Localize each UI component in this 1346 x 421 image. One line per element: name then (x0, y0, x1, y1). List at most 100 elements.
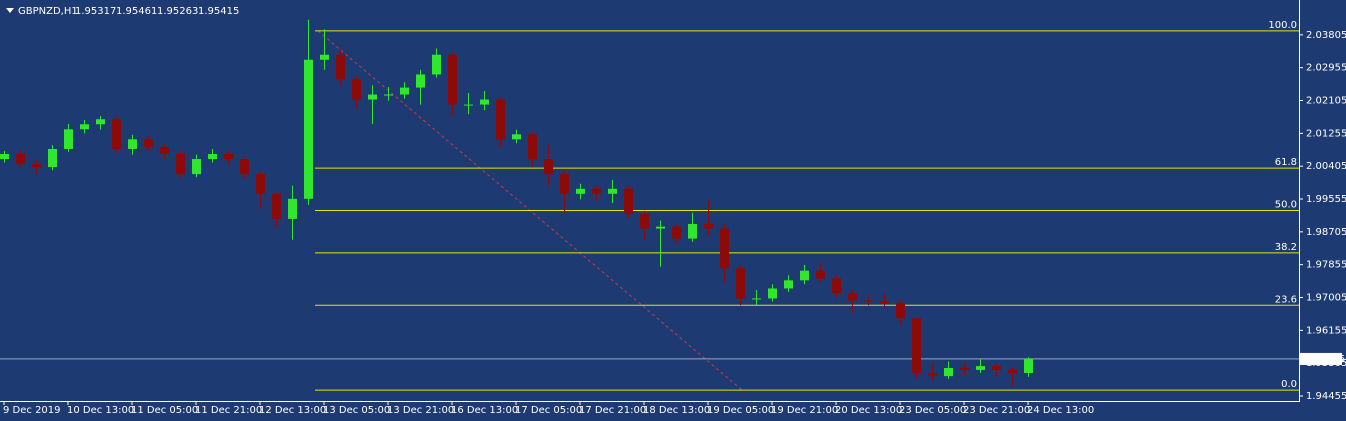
candle-body (608, 188, 617, 194)
x-tick-label: 19 Dec 05:00 (707, 405, 774, 416)
candle-body (288, 198, 297, 219)
candle-body (32, 164, 41, 168)
x-tick-label: 13 Dec 05:00 (323, 405, 390, 416)
candle-body (912, 318, 921, 374)
candle-body (896, 303, 905, 319)
candle-body (448, 54, 457, 105)
candle-body (48, 148, 57, 168)
x-tick-label: 23 Dec 05:00 (899, 405, 966, 416)
candle-body (704, 223, 713, 229)
y-tick-label: 1.94455 (1306, 391, 1346, 402)
candle-body (240, 159, 249, 175)
candle-body (496, 99, 505, 140)
fib-label: 50.0 (1275, 199, 1297, 210)
x-tick-label: 9 Dec 2019 (3, 405, 61, 416)
y-tick-label: 1.99555 (1306, 194, 1346, 205)
candle-body (720, 228, 729, 269)
candle-body (128, 139, 137, 149)
candle-body (80, 124, 89, 130)
candle-body (208, 154, 217, 160)
fib-label: 61.8 (1275, 157, 1297, 168)
candle-body (688, 223, 697, 239)
candle-body (192, 159, 201, 175)
candle-body (976, 366, 985, 370)
symbol: GBPNZD,H1 (18, 6, 78, 17)
candle-body (368, 94, 377, 100)
header-price: 1.95263 (157, 6, 198, 17)
candle-body (544, 159, 553, 175)
x-tick-label: 17 Dec 21:00 (579, 405, 646, 416)
y-tick-label: 2.02955 (1306, 63, 1346, 74)
x-tick-label: 16 Dec 13:00 (451, 405, 518, 416)
candle-body (416, 74, 425, 88)
candle-body (304, 59, 313, 199)
candle-body (784, 280, 793, 289)
menu-arrow[interactable] (6, 8, 14, 13)
candle-body (816, 270, 825, 279)
candle-body (624, 188, 633, 214)
candle-body (512, 134, 521, 140)
candle-body (864, 300, 873, 302)
candle-body (528, 134, 537, 160)
candle-body (0, 154, 9, 160)
candle-body (256, 174, 265, 194)
x-tick-label: 11 Dec 05:00 (131, 405, 198, 416)
candle-body (96, 119, 105, 125)
candle-body (336, 54, 345, 80)
y-tick-label: 2.00405 (1306, 161, 1346, 172)
candle-body (576, 188, 585, 194)
candle-body (224, 154, 233, 160)
candle-body (752, 298, 761, 300)
candle-body (592, 188, 601, 194)
candle-body (432, 54, 441, 75)
candle-body (992, 366, 1001, 370)
y-tick-label: 2.02105 (1306, 96, 1346, 107)
x-tick-label: 17 Dec 05:00 (515, 405, 582, 416)
candle-body (1008, 369, 1017, 374)
candle-body (64, 129, 73, 149)
candle-body (464, 104, 473, 106)
candle-body (832, 278, 841, 294)
candle-body (352, 79, 361, 100)
candle-body (800, 270, 809, 281)
candle-body (144, 139, 153, 148)
fib-label: 38.2 (1275, 242, 1297, 253)
x-tick-label: 10 Dec 13:00 (67, 405, 134, 416)
candle-body (384, 94, 393, 96)
candle-body (880, 301, 889, 304)
candle-body (768, 288, 777, 299)
x-tick-label: 11 Dec 21:00 (195, 405, 262, 416)
candle-body (560, 174, 569, 194)
fib-label: 23.6 (1275, 294, 1297, 305)
candle-body (960, 368, 969, 370)
y-tick-label: 1.97005 (1306, 293, 1346, 304)
candle-body (944, 368, 953, 377)
candle-body (1024, 358, 1033, 374)
header-price: 1.95317 (75, 6, 116, 17)
price-tag-label: 1.95415 (1304, 354, 1345, 365)
candle-body (928, 373, 937, 377)
candle-body (16, 154, 25, 165)
candle-body (176, 154, 185, 175)
x-tick-label: 20 Dec 13:00 (835, 405, 902, 416)
x-tick-label: 23 Dec 21:00 (963, 405, 1030, 416)
y-tick-label: 1.98705 (1306, 227, 1346, 238)
candle-body (112, 119, 121, 149)
fib-label: 100.0 (1268, 20, 1297, 31)
y-tick-label: 1.96155 (1306, 325, 1346, 336)
x-tick-label: 13 Dec 21:00 (387, 405, 454, 416)
y-tick-label: 2.01255 (1306, 128, 1346, 139)
candle-body (640, 213, 649, 229)
fib-label: 0.0 (1281, 379, 1297, 390)
x-tick-label: 12 Dec 13:00 (259, 405, 326, 416)
y-tick-label: 1.97855 (1306, 260, 1346, 271)
y-tick-label: 2.03805 (1306, 30, 1346, 41)
candle-body (272, 193, 281, 219)
candle-body (160, 147, 169, 155)
header-price: 1.95461 (116, 6, 157, 17)
candle-body (736, 268, 745, 299)
x-tick-label: 18 Dec 13:00 (643, 405, 710, 416)
candle-body (672, 226, 681, 239)
